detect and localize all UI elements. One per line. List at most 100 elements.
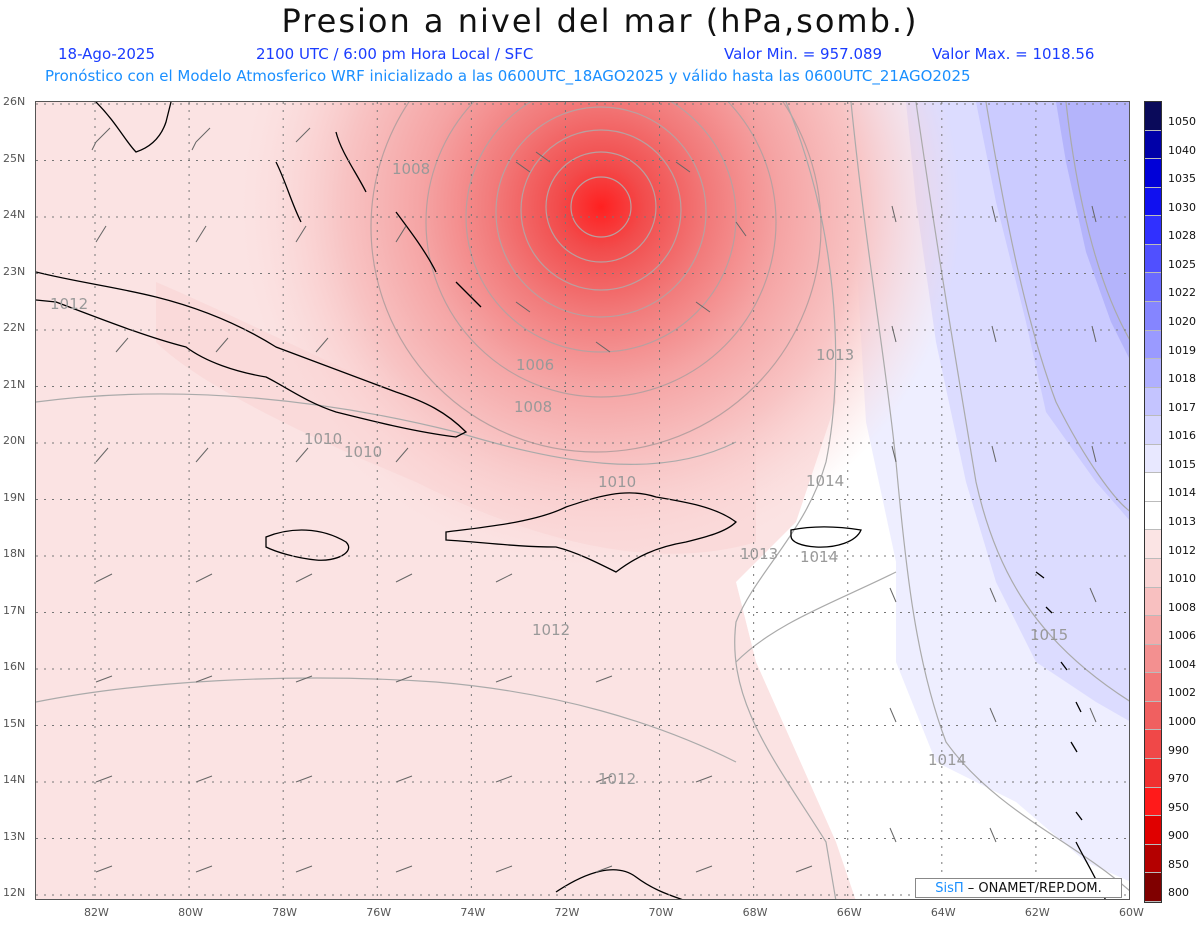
latitude-label: 24N: [3, 208, 26, 221]
contour-label: 1014: [800, 548, 838, 566]
colorbar-label: 1012: [1168, 543, 1196, 557]
longitude-label: 60W: [1119, 906, 1144, 919]
colorbar-label: 900: [1168, 829, 1189, 843]
colorbar-swatch: [1145, 787, 1161, 817]
date-label: 18-Ago-2025: [58, 45, 155, 63]
longitude-label: 72W: [554, 906, 580, 919]
latitude-label: 15N: [3, 716, 26, 730]
contour-label: 1012: [50, 295, 88, 313]
colorbar-label: 1019: [1168, 343, 1196, 357]
contour-label: 1012: [532, 621, 570, 639]
latitude-label: 18N: [3, 547, 26, 560]
contour-label: 1014: [928, 751, 966, 769]
longitude-label: 70W: [648, 906, 674, 919]
contour-label: 1010: [598, 473, 636, 491]
contour-label: 1012: [598, 770, 636, 788]
pressure-map[interactable]: 1008 1012 1013 1006 1008 1010 1010 1010 …: [35, 101, 1130, 900]
latitude-label: 20N: [3, 434, 26, 447]
graticule: [36, 102, 1129, 899]
colorbar-label: 1004: [1168, 657, 1196, 671]
latitude-label: 13N: [3, 829, 26, 843]
colorbar-swatch: [1145, 644, 1161, 674]
credit-brand: SisΠ: [935, 881, 964, 896]
colorbar-swatch: [1145, 758, 1161, 788]
forecast-label: Pronóstico con el Modelo Atmosferico WRF…: [45, 67, 971, 85]
colorbar-swatch: [1145, 559, 1161, 588]
colorbar-swatch: [1145, 102, 1161, 131]
colorbar-swatch: [1145, 387, 1161, 417]
colorbar-swatch: [1145, 730, 1161, 759]
colorbar-swatch: [1145, 187, 1161, 217]
colorbar-swatch: [1145, 416, 1161, 445]
map-canvas: 1008 1012 1013 1006 1008 1010 1010 1010 …: [36, 102, 1129, 899]
latitude-label: 16N: [3, 660, 26, 673]
latitude-label: 17N: [3, 603, 26, 617]
latitude-label: 22N: [3, 321, 26, 334]
colorbar-label: 1006: [1168, 629, 1196, 643]
contour-label: 1010: [344, 443, 382, 461]
longitude-label: 64W: [930, 906, 956, 919]
longitude-label: 82W: [84, 906, 109, 919]
colorbar-swatch: [1145, 844, 1161, 874]
colorbar-label: 1050: [1168, 115, 1196, 128]
colorbar-swatch: [1145, 587, 1161, 617]
colorbar-label: 970: [1168, 772, 1189, 786]
longitude-label: 78W: [272, 906, 298, 919]
contour-label: 1013: [816, 346, 854, 364]
colorbar-swatch: [1145, 701, 1161, 731]
latitude-label: 19N: [3, 490, 26, 504]
colorbar-swatch: [1145, 330, 1161, 360]
isobars: [36, 102, 1129, 899]
contour-label: 1014: [806, 472, 844, 490]
contour-label: 1010: [304, 430, 342, 448]
colorbar-label: 1035: [1168, 172, 1196, 186]
colorbar-label: 850: [1168, 857, 1189, 871]
colorbar-label: 1010: [1168, 572, 1196, 586]
colorbar-swatch: [1145, 159, 1161, 188]
colorbar-label: 1022: [1168, 286, 1196, 300]
contour-label: 1006: [516, 356, 554, 374]
colorbar-label: 1040: [1168, 143, 1196, 157]
colorbar-swatch: [1145, 444, 1161, 474]
contour-label: 1008: [392, 160, 430, 178]
time-label: 2100 UTC / 6:00 pm Hora Local / SFC: [256, 45, 534, 63]
colorbar-swatch: [1145, 501, 1161, 531]
colorbar-label: 1013: [1168, 515, 1196, 528]
longitude-label: 66W: [836, 906, 862, 919]
contour-label: 1013: [740, 545, 778, 563]
colorbar-swatch: [1145, 359, 1161, 388]
longitude-label: 62W: [1024, 906, 1050, 919]
longitude-label: 74W: [460, 906, 486, 919]
latitude-label: 21N: [3, 377, 26, 391]
storm-isobars: [370, 102, 822, 453]
storm-core: [241, 102, 961, 567]
colorbar-label: 1017: [1168, 400, 1196, 414]
max-value-label: Valor Max. = 1018.56: [932, 45, 1095, 63]
latitude-label: 23N: [3, 264, 26, 278]
colorbar-swatch: [1145, 216, 1161, 245]
colorbar-label: 1014: [1168, 486, 1196, 500]
latitude-label: 26N: [3, 95, 26, 108]
min-value-label: Valor Min. = 957.089: [724, 45, 883, 63]
colorbar-swatch: [1145, 301, 1161, 331]
colorbar-label: 1015: [1168, 457, 1196, 471]
latitude-label: 14N: [3, 773, 26, 786]
contour-label: 1008: [514, 398, 552, 416]
colorbar-label: 950: [1168, 800, 1189, 814]
colorbar-swatch: [1145, 244, 1161, 274]
colorbar-label: 1030: [1168, 200, 1196, 214]
colorbar-label: 1002: [1168, 686, 1196, 700]
colorbar-swatch: [1145, 473, 1161, 502]
colorbar-label: 1008: [1168, 600, 1196, 614]
colorbar-label: 1016: [1168, 429, 1196, 443]
colorbar-swatch: [1145, 816, 1161, 845]
colorbar-label: 1000: [1168, 715, 1196, 728]
colorbar-label: 800: [1168, 886, 1189, 900]
latitude-label: 12N: [3, 886, 26, 899]
colorbar: [1144, 101, 1162, 903]
colorbar-swatch: [1145, 273, 1161, 302]
colorbar-swatch: [1145, 130, 1161, 160]
map-title: Presion a nivel del mar (hPa,somb.): [281, 2, 919, 40]
colorbar-swatch: [1145, 873, 1161, 902]
colorbar-swatch: [1145, 530, 1161, 559]
